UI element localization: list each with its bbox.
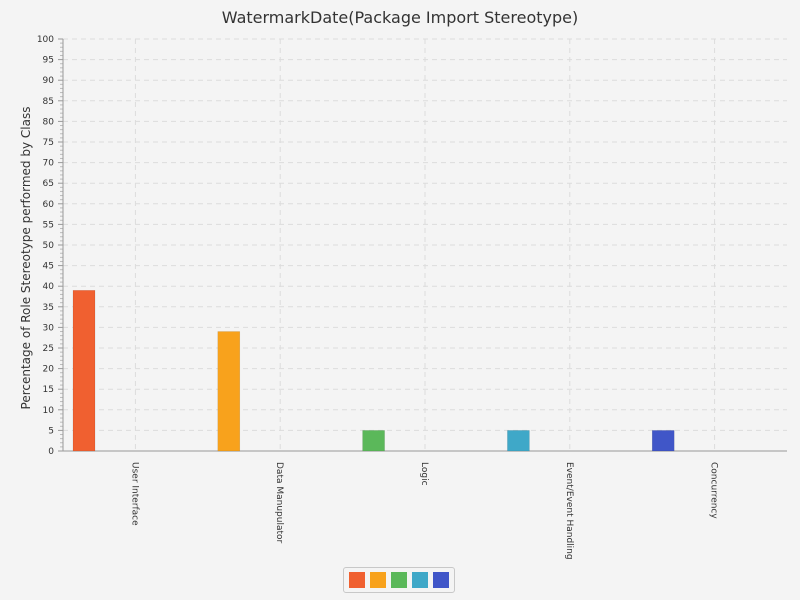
legend xyxy=(343,567,455,593)
y-tick-label: 15 xyxy=(43,385,54,395)
y-tick-label: 55 xyxy=(43,220,54,230)
y-tick-label: 0 xyxy=(48,447,54,457)
y-tick-label: 65 xyxy=(43,179,54,189)
legend-swatch-4 xyxy=(412,572,428,588)
legend-swatch-2 xyxy=(370,572,386,588)
y-tick-label: 20 xyxy=(43,365,55,375)
x-tick-label: Data Manupulator xyxy=(274,462,284,544)
y-tick-label: 35 xyxy=(43,303,54,313)
y-tick-label: 100 xyxy=(37,35,54,45)
y-tick-label: 30 xyxy=(43,323,55,333)
legend-swatch-1 xyxy=(349,572,365,588)
bar-5 xyxy=(651,430,675,452)
y-tick-label: 90 xyxy=(43,76,55,86)
y-tick-labels: 0 5 10 15 20 25 30 35 40 45 50 55 60 65 70 75 80 85 90 95 10… xyxy=(37,35,54,457)
x-tick-labels: User Interface Data Manupulator Logic Event… xyxy=(129,462,718,560)
y-tick-label: 5 xyxy=(48,426,54,436)
x-tick-label: Concurrency xyxy=(709,462,719,519)
bar-1 xyxy=(72,290,96,452)
y-tick-label: 70 xyxy=(43,159,55,169)
y-tick-label: 85 xyxy=(43,97,54,107)
bar-4 xyxy=(507,430,530,452)
y-tick-label: 45 xyxy=(43,262,54,272)
y-tick-label: 95 xyxy=(43,56,54,66)
legend-swatch-5 xyxy=(433,572,449,588)
y-tick-label: 50 xyxy=(43,241,55,251)
y-tick-label: 80 xyxy=(43,117,55,127)
y-tick-label: 25 xyxy=(43,344,54,354)
y-tick-label: 10 xyxy=(43,406,55,416)
y-tick-label: 75 xyxy=(43,138,54,148)
x-tick-label: Logic xyxy=(419,462,429,486)
grid xyxy=(63,38,787,451)
y-tick-label: 60 xyxy=(43,200,55,210)
y-axis-label: Percentage of Role Stereotype performed … xyxy=(19,107,33,410)
x-tick-label: User Interface xyxy=(129,462,139,526)
bar-3 xyxy=(362,430,385,452)
bar-2 xyxy=(217,331,241,452)
x-tick-label: Event/Event Handling xyxy=(564,462,574,560)
bars xyxy=(72,290,675,452)
y-tick-label: 40 xyxy=(43,282,55,292)
chart-title: WatermarkDate(Package Import Stereotype) xyxy=(222,8,578,27)
legend-swatch-3 xyxy=(391,572,407,588)
